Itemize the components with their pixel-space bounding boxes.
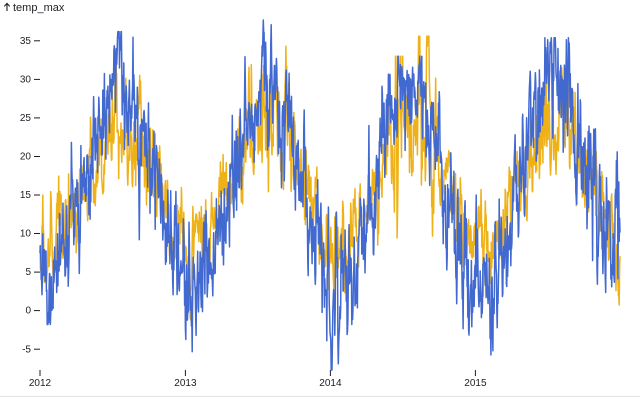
svg-text:temp_max: temp_max [13, 2, 65, 14]
svg-text:2014: 2014 [319, 378, 342, 389]
svg-text:30: 30 [20, 75, 32, 86]
svg-text:5: 5 [25, 267, 31, 278]
svg-text:2012: 2012 [29, 378, 52, 389]
svg-text:-5: -5 [22, 344, 31, 355]
svg-text:10: 10 [20, 229, 32, 240]
svg-text:2015: 2015 [464, 378, 487, 389]
svg-text:0: 0 [25, 306, 31, 317]
svg-text:20: 20 [20, 152, 32, 163]
svg-text:2013: 2013 [174, 378, 197, 389]
svg-text:35: 35 [20, 36, 32, 47]
svg-text:15: 15 [20, 190, 32, 201]
svg-text:25: 25 [20, 113, 32, 124]
